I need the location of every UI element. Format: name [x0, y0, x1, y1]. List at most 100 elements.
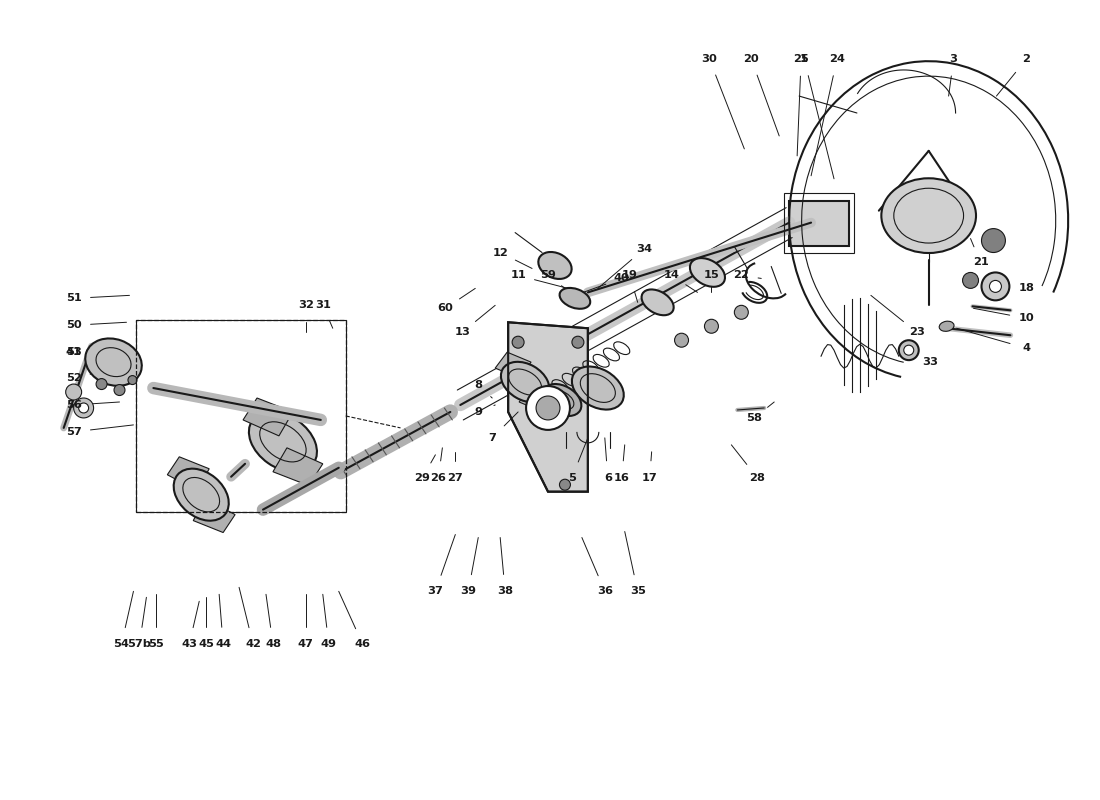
Circle shape	[904, 345, 914, 355]
Text: 47: 47	[298, 639, 314, 649]
Text: 5: 5	[568, 473, 576, 482]
Circle shape	[899, 340, 918, 360]
Ellipse shape	[86, 338, 142, 386]
Bar	[789, 201, 849, 246]
Circle shape	[674, 334, 689, 347]
Text: 13: 13	[454, 327, 470, 338]
Text: 6: 6	[604, 473, 612, 482]
Text: 38: 38	[497, 586, 514, 596]
Ellipse shape	[500, 362, 549, 402]
Text: 22: 22	[734, 270, 749, 281]
Text: 44: 44	[216, 639, 231, 649]
Text: 24: 24	[829, 54, 845, 64]
Text: 23: 23	[909, 327, 925, 338]
Ellipse shape	[174, 469, 229, 521]
Text: 36: 36	[597, 586, 613, 596]
Text: 33: 33	[923, 357, 938, 367]
Text: 2: 2	[1022, 54, 1031, 64]
Bar	[136, 320, 345, 512]
Bar	[784, 193, 854, 253]
Ellipse shape	[881, 178, 976, 253]
Text: 42: 42	[245, 639, 261, 649]
Circle shape	[981, 229, 1005, 253]
Text: 45: 45	[198, 639, 214, 649]
Ellipse shape	[538, 252, 572, 279]
Text: 10: 10	[1019, 314, 1034, 323]
Text: 57: 57	[66, 427, 81, 437]
Circle shape	[536, 396, 560, 420]
Text: 4: 4	[1022, 343, 1031, 353]
Circle shape	[981, 273, 1010, 300]
Text: 16: 16	[614, 473, 629, 482]
Text: 3: 3	[949, 54, 958, 64]
Text: 31: 31	[315, 300, 331, 310]
Text: 7: 7	[488, 433, 496, 443]
Text: 19: 19	[621, 270, 638, 281]
Text: 11: 11	[510, 270, 526, 281]
Text: 55: 55	[148, 639, 164, 649]
Polygon shape	[495, 352, 531, 378]
Circle shape	[66, 384, 81, 400]
Text: 8: 8	[474, 380, 482, 390]
Text: 26: 26	[430, 473, 447, 482]
Text: 14: 14	[663, 270, 680, 281]
Polygon shape	[508, 322, 587, 492]
Polygon shape	[243, 398, 293, 436]
Circle shape	[74, 398, 94, 418]
Text: 50: 50	[66, 320, 81, 330]
Text: 53: 53	[66, 347, 81, 357]
Circle shape	[990, 281, 1001, 292]
Text: 54: 54	[113, 639, 130, 649]
Text: 30: 30	[702, 54, 717, 64]
Polygon shape	[194, 498, 235, 533]
Ellipse shape	[690, 258, 725, 286]
Text: 43: 43	[182, 639, 197, 649]
Ellipse shape	[560, 288, 591, 309]
Text: 12: 12	[493, 247, 508, 258]
Polygon shape	[273, 448, 322, 486]
Ellipse shape	[939, 321, 954, 331]
Polygon shape	[167, 457, 209, 490]
Ellipse shape	[572, 366, 624, 410]
Circle shape	[78, 403, 89, 413]
Text: 48: 48	[265, 639, 280, 649]
Text: 56: 56	[66, 400, 81, 410]
Text: 51: 51	[66, 294, 81, 303]
Text: 17: 17	[641, 473, 658, 482]
Text: 32: 32	[298, 300, 314, 310]
Text: 52: 52	[66, 373, 81, 383]
Ellipse shape	[641, 290, 673, 315]
Text: 18: 18	[1019, 283, 1034, 294]
Circle shape	[114, 385, 125, 395]
Text: 60: 60	[438, 303, 453, 314]
Text: 21: 21	[972, 258, 989, 267]
Text: 41: 41	[66, 347, 81, 357]
Polygon shape	[519, 386, 556, 412]
Text: 1: 1	[800, 54, 808, 64]
Circle shape	[962, 273, 979, 288]
Circle shape	[560, 479, 571, 490]
Text: 37: 37	[428, 586, 443, 596]
Text: 9: 9	[474, 407, 482, 417]
Text: 25: 25	[793, 54, 808, 64]
Circle shape	[526, 386, 570, 430]
Text: 59: 59	[540, 270, 556, 281]
Text: 58: 58	[747, 413, 762, 423]
Text: 27: 27	[448, 473, 463, 482]
Circle shape	[128, 375, 136, 385]
Ellipse shape	[249, 412, 317, 472]
Text: 49: 49	[321, 639, 337, 649]
Text: 34: 34	[637, 243, 652, 254]
Circle shape	[96, 378, 107, 390]
Text: 35: 35	[630, 586, 646, 596]
Bar	[136, 320, 345, 512]
Text: 28: 28	[749, 473, 766, 482]
Text: 40: 40	[614, 274, 629, 283]
Text: 46: 46	[354, 639, 371, 649]
Text: 57b: 57b	[128, 639, 152, 649]
Text: 39: 39	[460, 586, 476, 596]
Text: 15: 15	[704, 270, 719, 281]
Text: 29: 29	[415, 473, 430, 482]
Circle shape	[735, 306, 748, 319]
Circle shape	[513, 336, 524, 348]
